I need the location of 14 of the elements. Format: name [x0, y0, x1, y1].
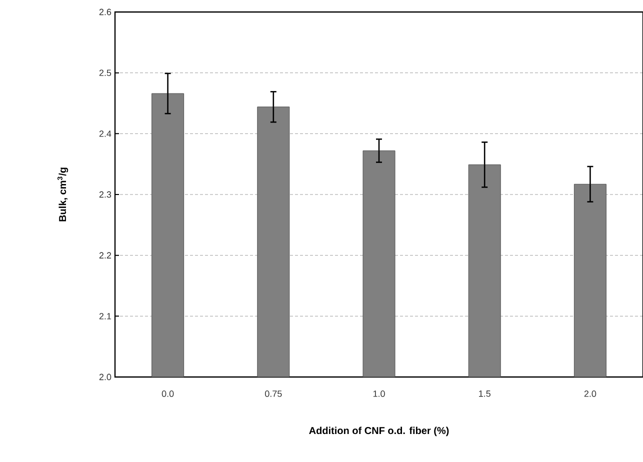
x-tick-label: 1.5 [479, 390, 490, 397]
x-tick-label: 2.0 [584, 390, 596, 397]
y-tick-label: 2.1 [99, 313, 112, 320]
y-tick-label: 2.5 [99, 70, 112, 76]
y-axis-title: Bulk, cm$^{3}$/g [57, 168, 68, 222]
y-tick-label: 2.0 [99, 374, 112, 380]
x-tick-label: 0.0 [162, 390, 174, 397]
x-axis-title: Addition of CNF o.d. fiber (%) [309, 426, 449, 436]
y-tick-label: 2.4 [99, 130, 112, 137]
y-tick-label: 2.2 [99, 252, 112, 258]
y-tick-label: 2.3 [99, 191, 112, 198]
x-tick-label: 0.75 [264, 390, 282, 397]
y-tick-label: 2.6 [99, 8, 112, 16]
x-tick-label: 1.0 [373, 390, 385, 397]
